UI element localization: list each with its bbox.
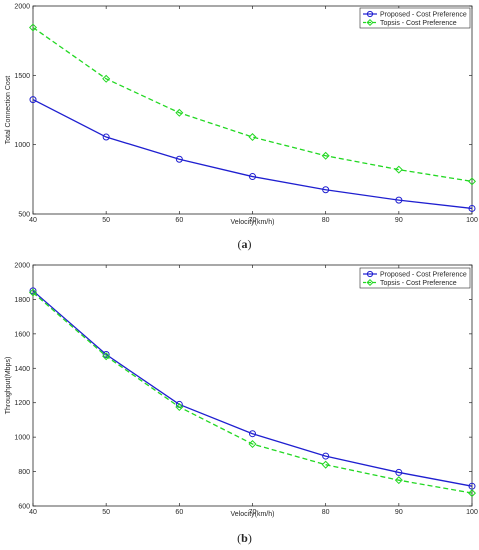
x-tick-label: 100 — [466, 509, 478, 516]
x-axis-label: Velocity(km/h) — [231, 219, 275, 226]
y-tick-label: 1000 — [14, 435, 30, 442]
data-point-1 — [102, 133, 110, 141]
legend-marker-2 — [366, 278, 374, 287]
x-tick-label: 90 — [395, 509, 403, 516]
data-point-1 — [175, 155, 183, 163]
y-axis-label: Total Connection Cost — [5, 76, 12, 145]
data-point-1 — [395, 468, 403, 476]
x-tick-label: 40 — [29, 509, 37, 516]
x-tick-label: 60 — [175, 509, 183, 516]
y-tick-label: 1600 — [14, 331, 30, 338]
y-axis-label: Throughput(Mbps) — [5, 357, 12, 415]
legend-label-2: Topsis - Cost Preference — [380, 280, 457, 287]
data-point-2 — [394, 165, 403, 174]
y-tick-label: 1200 — [14, 400, 30, 407]
data-point-2 — [175, 403, 184, 412]
data-point-1 — [395, 196, 403, 204]
data-point-2 — [467, 489, 477, 498]
x-tick-label: 70 — [249, 217, 257, 224]
legend-label-1: Proposed - Cost Preference — [380, 272, 467, 279]
data-point-1 — [322, 452, 330, 460]
data-point-2 — [102, 74, 111, 83]
legend-box — [359, 267, 471, 289]
data-point-1 — [29, 287, 37, 295]
data-point-2 — [175, 108, 184, 117]
data-point-2 — [394, 476, 403, 485]
data-point-2 — [321, 460, 330, 469]
y-tick-label: 1800 — [14, 297, 30, 304]
legend-label-1: Proposed - Cost Preference — [380, 12, 467, 19]
data-point-1 — [249, 173, 256, 181]
y-tick-label: 1400 — [14, 366, 30, 373]
plot-area — [32, 264, 473, 507]
chart-panel-2: 40 50 60 70 80 90 100 600 800 1000 1200 1400 1600 180… — [5, 263, 478, 546]
data-point-1 — [249, 430, 256, 438]
legend-marker-2 — [366, 18, 374, 27]
data-point-1 — [29, 96, 37, 104]
data-point-2 — [28, 288, 38, 297]
x-tick-label: 70 — [249, 509, 257, 516]
x-tick-label: 50 — [102, 509, 110, 516]
series-line-1 — [32, 290, 473, 487]
y-tick-label: 2000 — [14, 263, 30, 270]
y-tick-label: 2000 — [14, 4, 30, 11]
data-point-2 — [28, 23, 38, 32]
data-point-1 — [468, 204, 476, 212]
x-tick-label: 80 — [322, 509, 330, 516]
series-line-1 — [32, 99, 473, 210]
data-point-2 — [102, 352, 111, 361]
x-tick-label: 40 — [29, 217, 37, 224]
legend-label-2: Topsis - Cost Preference — [380, 20, 457, 27]
series-line-2 — [32, 292, 473, 494]
y-tick-label: 1000 — [14, 142, 30, 149]
panel-label: (a) — [238, 237, 252, 251]
data-point-2 — [467, 177, 477, 186]
x-tick-label: 50 — [102, 217, 110, 224]
data-point-2 — [248, 440, 257, 449]
x-tick-label: 100 — [466, 217, 478, 224]
series-line-2 — [32, 26, 473, 183]
y-tick-label: 800 — [18, 469, 30, 476]
y-tick-label: 500 — [18, 212, 30, 219]
plot-area — [32, 5, 473, 215]
x-tick-label: 90 — [395, 217, 403, 224]
legend-marker-1 — [366, 10, 374, 18]
legend-box — [359, 7, 471, 29]
data-point-2 — [248, 133, 257, 142]
panel-label: (b) — [237, 531, 252, 545]
x-axis-label: Velocity(km/h) — [231, 511, 275, 518]
x-tick-label: 80 — [322, 217, 330, 224]
data-point-2 — [321, 151, 330, 160]
y-tick-label: 600 — [18, 504, 30, 511]
data-point-1 — [322, 186, 330, 194]
x-tick-label: 60 — [175, 217, 183, 224]
y-tick-label: 1500 — [14, 73, 30, 80]
legend-marker-1 — [366, 270, 374, 278]
chart-panel-1: 40 50 60 70 80 90 100 500 1000 1500 2000 Velocity(k… — [5, 4, 478, 252]
data-point-1 — [102, 351, 110, 359]
